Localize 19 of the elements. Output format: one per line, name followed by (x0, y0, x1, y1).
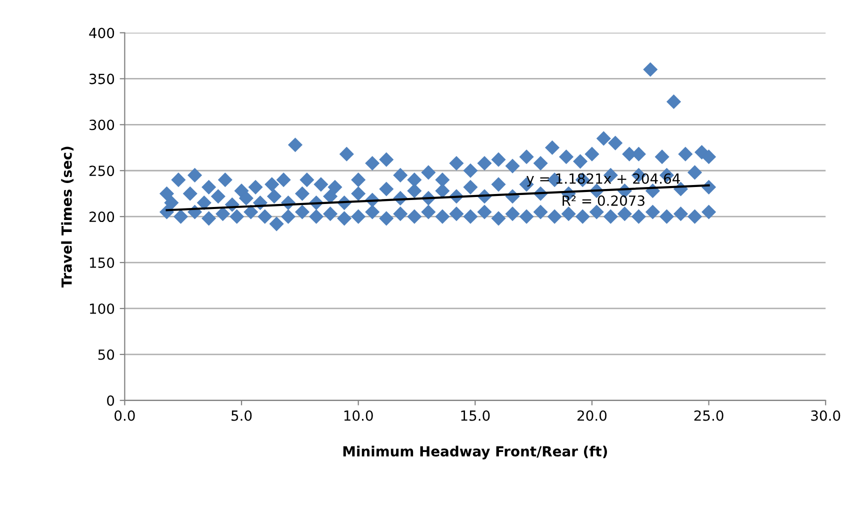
y-tick-label: 50 (98, 349, 114, 360)
annotation: R² = 0.2073 (562, 195, 644, 206)
x-tick-label: 30.0 (811, 410, 840, 421)
y-tick-label: 400 (89, 28, 114, 38)
y-tick-label: 0 (107, 395, 114, 406)
y-tick-label: 100 (90, 303, 114, 314)
y-tick-label: 350 (90, 74, 114, 84)
x-tick-label: 5.0 (232, 410, 252, 421)
x-tick-label: 15.0 (461, 410, 490, 421)
y-tick-label: 250 (89, 166, 114, 176)
x-axis-title: Minimum Headway Front/Rear (ft) (343, 446, 607, 460)
x-tick-label: 10.0 (344, 410, 373, 421)
y-tick-label: 200 (89, 212, 114, 222)
x-tick-label: 20.0 (578, 410, 607, 421)
y-tick-label: 150 (90, 258, 114, 268)
x-tick-label: 0.0 (114, 410, 135, 421)
x-tick-label: 25.0 (694, 410, 724, 421)
y-axis-title: Travel Times (sec) (61, 146, 74, 288)
y-tick-label: 300 (90, 120, 114, 130)
